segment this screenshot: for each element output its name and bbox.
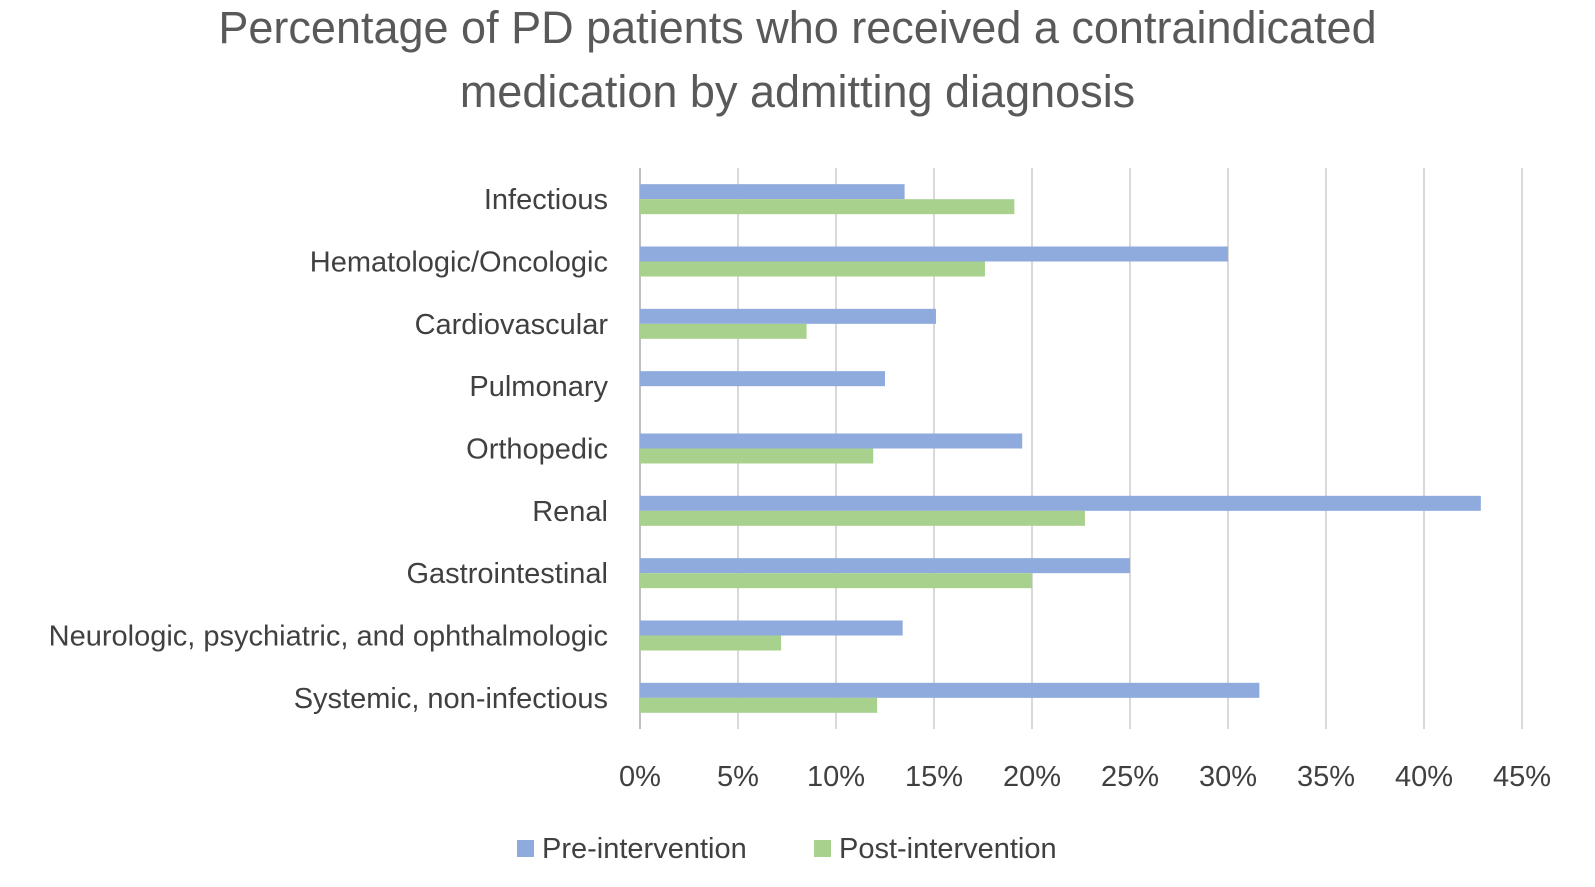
x-tick-label: 35% <box>1297 761 1355 793</box>
legend-swatch-pre <box>517 840 534 857</box>
x-tick-label: 40% <box>1395 761 1453 793</box>
x-tick-label: 30% <box>1199 761 1257 793</box>
post-intervention-bar <box>640 510 1085 526</box>
category-label: Systemic, non-infectious <box>294 683 608 715</box>
pre-intervention-bar <box>640 495 1481 511</box>
x-tick-label: 25% <box>1101 761 1159 793</box>
pre-intervention-bar <box>640 371 885 387</box>
post-intervention-bar <box>640 697 878 713</box>
category-label: Gastrointestinal <box>407 558 609 590</box>
legend-label-post: Post-intervention <box>839 833 1057 865</box>
pre-intervention-bar <box>640 682 1260 698</box>
pre-intervention-bar <box>640 246 1228 262</box>
category-label: Infectious <box>484 184 608 216</box>
chart-title-line-2: medication by admitting diagnosis <box>459 66 1136 117</box>
pre-intervention-bar <box>640 184 905 200</box>
pre-intervention-bar <box>640 620 903 636</box>
x-tick-label: 0% <box>619 761 661 793</box>
category-label: Cardiovascular <box>415 309 609 341</box>
x-tick-label: 15% <box>905 761 963 793</box>
x-tick-label: 5% <box>717 761 759 793</box>
post-intervention-bar <box>640 261 985 277</box>
pre-intervention-bar <box>640 433 1023 449</box>
x-tick-label: 10% <box>807 761 865 793</box>
post-intervention-bar <box>640 448 874 464</box>
post-intervention-bar <box>640 323 807 339</box>
pre-intervention-bar <box>640 308 936 324</box>
post-intervention-bar <box>640 573 1032 589</box>
legend-swatch-post <box>814 840 831 857</box>
x-tick-label: 45% <box>1493 761 1551 793</box>
legend-label-pre: Pre-intervention <box>542 833 747 865</box>
pre-intervention-bar <box>640 558 1130 574</box>
chart-title-line-1: Percentage of PD patients who received a… <box>218 2 1377 53</box>
post-intervention-bar <box>640 199 1015 215</box>
category-label: Neurologic, psychiatric, and ophthalmolo… <box>49 621 608 653</box>
category-label: Orthopedic <box>466 434 608 466</box>
category-label: Hematologic/Oncologic <box>310 247 608 279</box>
category-label: Pulmonary <box>469 371 608 403</box>
post-intervention-bar <box>640 635 782 651</box>
x-tick-label: 20% <box>1003 761 1061 793</box>
category-label: Renal <box>532 496 608 528</box>
